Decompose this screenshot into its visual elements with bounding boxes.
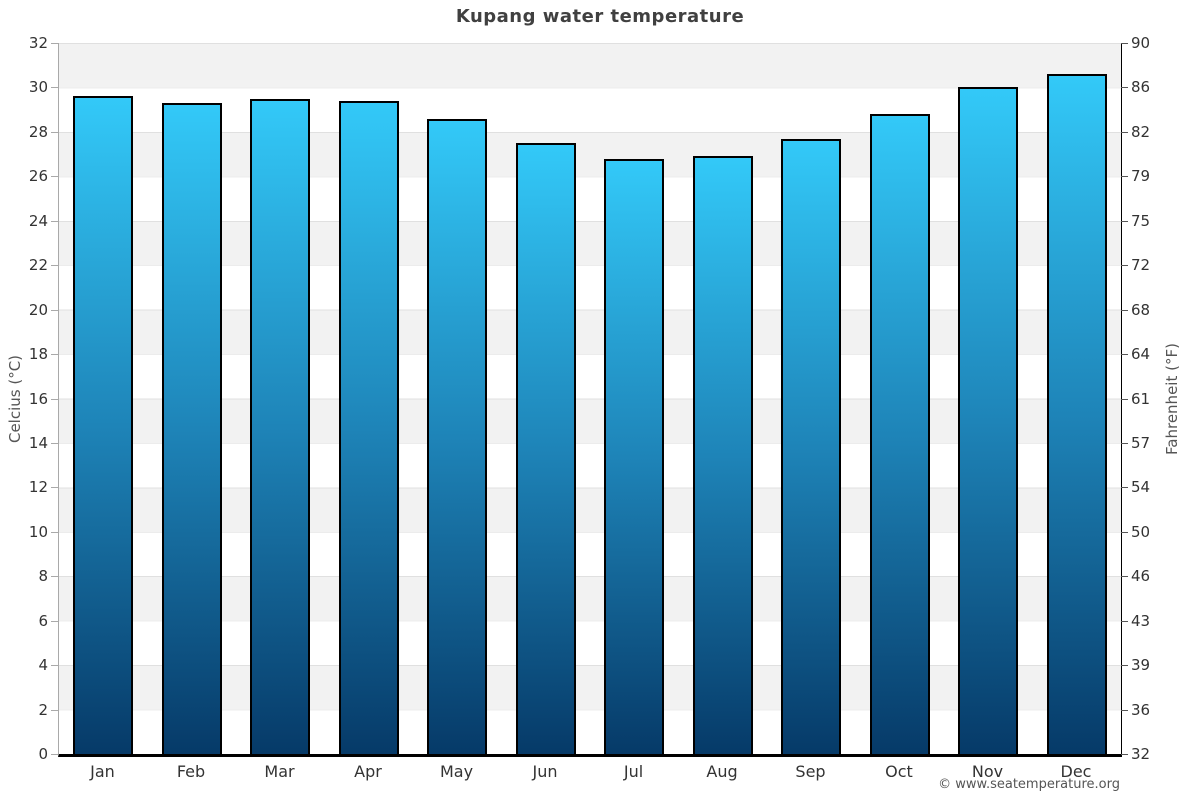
fahrenheit-tick-mark — [1121, 576, 1128, 578]
bar-jun — [515, 143, 576, 754]
celsius-tick-26: 26 — [28, 167, 48, 186]
fahrenheit-tick-50: 50 — [1131, 522, 1151, 541]
celsius-tick-mark — [51, 309, 58, 311]
month-label-mar: Mar — [264, 762, 295, 781]
celsius-tick-20: 20 — [28, 300, 48, 319]
celsius-tick-mark — [51, 398, 58, 400]
celsius-tick-mark — [51, 665, 58, 667]
fahrenheit-tick-46: 46 — [1131, 567, 1151, 586]
celsius-tick-mark — [51, 487, 58, 489]
fahrenheit-tick-32: 32 — [1131, 745, 1151, 763]
fahrenheit-tick-mark — [1121, 487, 1128, 489]
bar-may — [427, 118, 488, 754]
fahrenheit-tick-79: 79 — [1131, 167, 1151, 186]
month-label-jan: Jan — [90, 762, 115, 781]
month-label-feb: Feb — [176, 762, 206, 781]
copyright-attribution[interactable]: © www.seatemperature.org — [938, 777, 1120, 792]
fahrenheit-tick-43: 43 — [1131, 611, 1151, 630]
fahrenheit-tick-86: 86 — [1131, 78, 1151, 97]
fahrenheit-tick-mark — [1121, 176, 1128, 178]
fahrenheit-tick-mark — [1121, 531, 1128, 533]
fahrenheit-tick-90: 90 — [1131, 34, 1151, 52]
celsius-tick-10: 10 — [28, 522, 48, 541]
celsius-tick-16: 16 — [28, 389, 48, 408]
fahrenheit-tick-mark — [1121, 620, 1128, 622]
fahrenheit-tick-mark — [1121, 442, 1128, 444]
celsius-tick-mark — [51, 709, 58, 711]
celsius-tick-mark — [51, 131, 58, 133]
celsius-tick-mark — [51, 265, 58, 267]
celsius-tick-mark — [51, 176, 58, 178]
celsius-tick-30: 30 — [28, 78, 48, 97]
celsius-tick-14: 14 — [28, 433, 48, 452]
fahrenheit-tick-57: 57 — [1131, 433, 1151, 452]
month-label-jun: Jun — [532, 762, 558, 781]
fahrenheit-tick-mark — [1121, 265, 1128, 267]
plot-area — [58, 43, 1122, 757]
bar-mar — [250, 98, 311, 754]
celsius-tick-18: 18 — [28, 345, 48, 364]
month-label-aug: Aug — [706, 762, 738, 781]
fahrenheit-tick-82: 82 — [1131, 122, 1151, 141]
fahrenheit-tick-mark — [1121, 398, 1128, 400]
fahrenheit-tick-mark — [1121, 131, 1128, 133]
celsius-axis-title: Celcius (°C) — [6, 354, 24, 444]
fahrenheit-tick-36: 36 — [1131, 700, 1151, 719]
bar-oct — [869, 114, 930, 754]
fahrenheit-tick-75: 75 — [1131, 211, 1151, 230]
bar-jan — [73, 96, 134, 754]
month-label-nov: Nov — [971, 762, 1004, 781]
fahrenheit-tick-mark — [1121, 43, 1128, 44]
celsius-tick-32: 32 — [28, 34, 48, 52]
celsius-tick-mark — [51, 754, 58, 755]
celsius-tick-mark — [51, 620, 58, 622]
celsius-tick-mark — [51, 220, 58, 222]
bar-jul — [604, 158, 665, 754]
celsius-tick-mark — [51, 531, 58, 533]
bar-feb — [161, 103, 222, 754]
month-label-sep: Sep — [795, 762, 826, 781]
fahrenheit-tick-39: 39 — [1131, 656, 1151, 675]
celsius-tick-4: 4 — [38, 656, 48, 675]
chart-title: Kupang water temperature — [455, 6, 745, 27]
fahrenheit-tick-54: 54 — [1131, 478, 1151, 497]
celsius-tick-8: 8 — [38, 567, 48, 586]
fahrenheit-tick-mark — [1121, 709, 1128, 711]
celsius-tick-mark — [51, 43, 58, 44]
celsius-tick-12: 12 — [28, 478, 48, 497]
celsius-tick-6: 6 — [38, 611, 48, 630]
celsius-tick-mark — [51, 354, 58, 356]
bar-dec — [1046, 74, 1107, 754]
fahrenheit-tick-mark — [1121, 754, 1128, 755]
fahrenheit-tick-72: 72 — [1131, 256, 1151, 275]
celsius-tick-22: 22 — [28, 256, 48, 275]
month-label-oct: Oct — [885, 762, 913, 781]
bar-aug — [692, 156, 753, 754]
fahrenheit-tick-61: 61 — [1131, 389, 1151, 408]
fahrenheit-tick-mark — [1121, 220, 1128, 222]
month-label-jul: Jul — [623, 762, 644, 781]
celsius-tick-24: 24 — [28, 211, 48, 230]
celsius-tick-mark — [51, 87, 58, 89]
celsius-tick-0: 0 — [38, 745, 48, 763]
fahrenheit-tick-mark — [1121, 665, 1128, 667]
fahrenheit-tick-64: 64 — [1131, 345, 1151, 364]
fahrenheit-axis-title: Fahrenheit (°F) — [1163, 343, 1181, 455]
fahrenheit-tick-mark — [1121, 354, 1128, 356]
bar-sep — [781, 138, 842, 754]
fahrenheit-tick-68: 68 — [1131, 300, 1151, 319]
bar-apr — [338, 100, 399, 754]
fahrenheit-tick-mark — [1121, 87, 1128, 89]
celsius-tick-28: 28 — [28, 122, 48, 141]
month-label-may: May — [439, 762, 474, 781]
celsius-tick-2: 2 — [38, 700, 48, 719]
month-label-dec: Dec — [1060, 762, 1092, 781]
fahrenheit-tick-mark — [1121, 309, 1128, 311]
bar-nov — [958, 87, 1019, 754]
celsius-tick-mark — [51, 576, 58, 578]
month-label-apr: Apr — [354, 762, 382, 781]
celsius-tick-mark — [51, 442, 58, 444]
